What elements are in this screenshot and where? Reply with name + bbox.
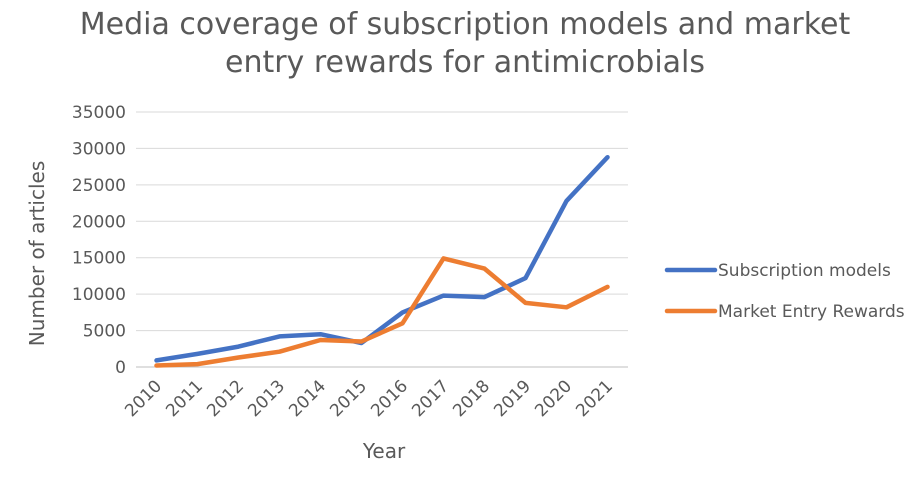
y-tick-label: 10000 [72,285,126,305]
y-tick-label: 20000 [72,212,126,232]
chart-title: Media coverage of subscription models an… [0,6,920,82]
x-tick-label: 2015 [326,376,371,421]
x-tick-label: 2018 [449,376,494,421]
x-tick-label: 2020 [531,376,576,421]
series-lines [154,154,610,368]
y-tick-label: 25000 [72,176,126,196]
x-tick-label: 2017 [408,376,453,421]
series-line-market-entry-rewards [154,256,610,368]
y-axis-ticks: 0 5000 10000 15000 20000 25000 30000 35000 [72,103,126,378]
y-tick-label: 30000 [72,139,126,159]
x-tick-label: 2013 [244,376,289,421]
legend-label: Subscription models [718,261,891,281]
y-axis-title: Number of articles [25,161,49,347]
x-tick-label: 2016 [367,376,412,421]
x-tick-label: 2012 [203,376,248,421]
y-tick-label: 35000 [72,103,126,123]
x-tick-label: 2019 [490,376,535,421]
x-tick-label: 2021 [572,376,617,421]
y-tick-label: 5000 [83,322,126,342]
gridlines [136,111,628,368]
x-tick-label: 2014 [285,376,330,421]
x-axis-ticks: 2010201120122013201420152016201720182019… [121,376,617,421]
x-tick-label: 2011 [162,376,207,421]
legend-label: Market Entry Rewards [718,302,905,322]
chart-title-line-1: Media coverage of subscription models an… [79,7,851,42]
chart-title-line-2: entry rewards for antimicrobials [224,45,705,80]
x-axis-title: Year [362,439,406,463]
series-line-subscription-models [154,154,610,363]
legend: Subscription models Market Entry Rewards [664,261,905,322]
y-tick-label: 0 [115,358,126,378]
x-tick-label: 2010 [121,376,166,421]
y-tick-label: 15000 [72,249,126,269]
